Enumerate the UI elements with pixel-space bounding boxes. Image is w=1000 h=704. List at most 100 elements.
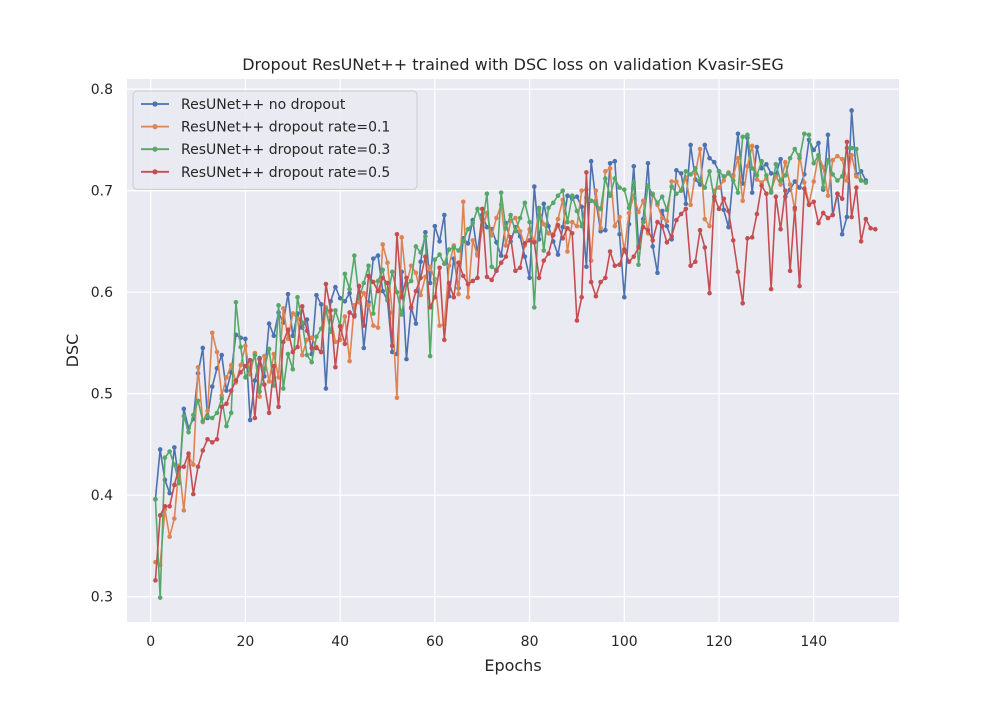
data-point xyxy=(228,362,234,368)
x-tick-label: 0 xyxy=(146,634,155,650)
data-point xyxy=(209,330,215,336)
data-point xyxy=(181,413,187,419)
data-point xyxy=(678,171,684,176)
data-point xyxy=(427,353,433,359)
data-point xyxy=(674,217,679,223)
data-point xyxy=(792,205,798,211)
data-point xyxy=(745,236,750,241)
data-point xyxy=(560,224,566,230)
data-point xyxy=(418,259,423,264)
data-point xyxy=(299,304,305,309)
data-point xyxy=(858,178,864,183)
data-point xyxy=(792,179,798,184)
data-point xyxy=(854,174,859,179)
data-point xyxy=(214,349,220,355)
data-point xyxy=(484,191,490,196)
data-point xyxy=(532,240,537,245)
data-point xyxy=(465,281,471,287)
data-point xyxy=(503,243,509,248)
legend-marker xyxy=(152,101,158,107)
data-point xyxy=(622,187,627,192)
data-point xyxy=(271,333,277,339)
legend: ResUNet++ no dropout ResUNet++ dropout ra… xyxy=(132,90,418,190)
data-point xyxy=(219,396,225,402)
data-point xyxy=(413,321,419,326)
data-point xyxy=(309,345,315,351)
data-point xyxy=(214,410,220,416)
data-point xyxy=(172,482,177,488)
data-point xyxy=(664,223,670,229)
data-point xyxy=(541,221,547,227)
data-point xyxy=(508,235,513,240)
data-point xyxy=(631,254,637,259)
data-point xyxy=(399,235,404,240)
y-axis-label: DSC xyxy=(63,334,82,368)
data-point xyxy=(314,334,319,340)
data-point xyxy=(868,225,873,231)
data-point xyxy=(451,294,457,300)
data-point xyxy=(749,190,755,195)
data-point xyxy=(276,375,281,380)
data-point xyxy=(162,503,168,509)
data-point xyxy=(342,314,348,319)
data-point xyxy=(257,389,262,394)
data-point xyxy=(617,231,622,237)
data-point xyxy=(617,262,622,268)
data-point xyxy=(423,234,428,239)
data-point xyxy=(702,216,708,222)
data-point xyxy=(726,171,731,176)
data-point xyxy=(437,265,442,271)
data-point xyxy=(844,214,850,220)
data-point xyxy=(678,188,684,193)
data-point xyxy=(290,366,296,372)
data-point xyxy=(768,286,774,292)
data-point xyxy=(603,275,608,281)
data-point xyxy=(337,295,343,301)
data-point xyxy=(366,263,371,269)
data-point xyxy=(380,267,386,273)
data-point xyxy=(352,314,357,319)
data-point xyxy=(579,294,584,300)
data-point xyxy=(655,270,660,276)
data-point xyxy=(532,184,537,189)
legend-marker xyxy=(152,124,158,130)
data-point xyxy=(730,238,736,243)
data-point xyxy=(569,219,575,225)
data-point xyxy=(347,286,352,292)
data-point xyxy=(745,132,750,138)
data-point xyxy=(380,242,386,247)
data-point xyxy=(460,273,466,279)
data-point xyxy=(195,464,201,470)
data-point xyxy=(498,260,504,266)
data-point xyxy=(560,188,566,193)
data-point xyxy=(730,178,736,183)
x-tick-label: 100 xyxy=(611,634,638,650)
data-point xyxy=(650,192,656,198)
data-point xyxy=(247,357,253,363)
data-point xyxy=(801,180,807,185)
data-point xyxy=(413,288,419,294)
data-point xyxy=(574,208,580,214)
data-point xyxy=(309,359,315,365)
data-point xyxy=(787,155,793,161)
data-point xyxy=(612,263,618,269)
data-point xyxy=(674,168,679,173)
data-point xyxy=(205,437,210,442)
data-point xyxy=(863,180,869,185)
data-point xyxy=(707,290,712,296)
data-point xyxy=(697,146,703,152)
data-point xyxy=(721,196,727,202)
data-point xyxy=(650,238,656,243)
data-point xyxy=(835,191,840,196)
data-point xyxy=(494,215,499,221)
data-point xyxy=(304,352,310,358)
data-point xyxy=(252,415,258,421)
data-point xyxy=(811,147,817,153)
data-point xyxy=(323,386,329,391)
data-point xyxy=(262,366,267,372)
data-point xyxy=(456,260,461,266)
data-point xyxy=(863,216,869,222)
data-point xyxy=(707,155,712,161)
data-point xyxy=(522,200,528,206)
